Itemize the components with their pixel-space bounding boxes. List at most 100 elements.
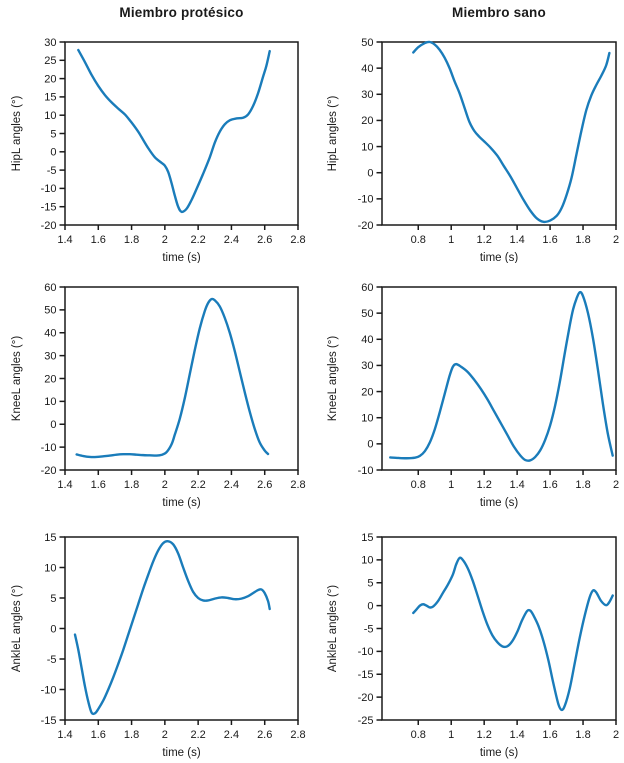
chart-anklel-protesico: 1.4 1.6 1.8 2 2.2 2.4 2.6 2.8 -15 -10 -5 0 5 10 15 time… <box>11 532 306 759</box>
y-tick-label: 30 <box>44 37 56 49</box>
x-tick-label: 2.6 <box>257 479 272 491</box>
y-tick-label: 40 <box>44 328 56 340</box>
x-tick-label: 1.8 <box>575 234 590 246</box>
x-tick-label: 1.6 <box>91 234 106 246</box>
y-tick-label: 50 <box>361 37 373 49</box>
x-axis-label: time (s) <box>162 252 201 263</box>
x-tick-label: 2.8 <box>290 479 305 491</box>
data-line-kneel-sano <box>389 290 614 462</box>
x-tick-label: 2.2 <box>190 729 205 741</box>
y-axis-label: HipL angles (°) <box>11 95 23 171</box>
x-axis-label: time (s) <box>480 747 519 759</box>
x-tick-label: 1.4 <box>509 234 524 246</box>
x-tick-label: 2.6 <box>257 234 272 246</box>
y-axis-label: AnkleL angles (°) <box>327 585 339 672</box>
x-tick-label: 0.8 <box>411 234 426 246</box>
y-tick-label: 20 <box>44 373 56 385</box>
y-tick-label: 50 <box>361 308 373 320</box>
y-tick-label: 20 <box>361 386 373 398</box>
x-tick-label: 1.2 <box>477 729 492 741</box>
y-tick-label: 60 <box>44 282 56 294</box>
x-tick-label: 2.8 <box>290 234 305 246</box>
y-axis-label: KneeL angles (°) <box>327 336 339 422</box>
x-tick-label: 1 <box>448 234 454 246</box>
x-tick-label: 2 <box>613 479 619 491</box>
y-tick-label: 10 <box>44 562 56 574</box>
y-tick-label: -20 <box>358 692 374 704</box>
chart-panel-hipl-sano: 0.8 1 1.2 1.4 1.6 1.8 2 -20 -10 0 10 20 30 40 50 time (… <box>312 0 624 264</box>
y-tick-label: 60 <box>361 282 373 294</box>
x-tick-label: 2 <box>613 729 619 741</box>
y-axis-label: HipL angles (°) <box>327 95 339 171</box>
y-tick-label: 15 <box>361 532 373 544</box>
x-tick-label: 1.4 <box>509 729 524 741</box>
x-tick-label: 1.6 <box>542 234 557 246</box>
y-tick-label: 20 <box>44 73 56 85</box>
x-tick-label: 0.8 <box>411 729 426 741</box>
x-tick-label: 2.4 <box>224 479 239 491</box>
x-tick-label: 2.6 <box>257 729 272 741</box>
y-tick-label: 30 <box>361 360 373 372</box>
y-tick-label: 0 <box>50 419 56 431</box>
y-tick-label: -15 <box>41 202 57 214</box>
x-tick-label: 1 <box>448 729 454 741</box>
y-tick-label: -10 <box>41 684 57 696</box>
y-tick-label: -15 <box>41 715 57 727</box>
y-tick-label: 40 <box>361 334 373 346</box>
plot-box <box>381 286 617 471</box>
x-tick-label: 2 <box>162 729 168 741</box>
y-tick-label: -20 <box>41 465 57 477</box>
column-title-protesico: Miembro protésico <box>119 5 244 20</box>
x-tick-label: 1.6 <box>91 729 106 741</box>
column-title-sano: Miembro sano <box>452 5 546 20</box>
x-tick-label: 1.8 <box>124 234 139 246</box>
y-tick-label: 0 <box>367 600 373 612</box>
data-line-anklel-sano <box>412 556 614 712</box>
x-tick-label: 1.4 <box>57 479 72 491</box>
x-axis-label: time (s) <box>162 497 201 509</box>
y-tick-label: -5 <box>47 165 57 177</box>
x-tick-label: 1.4 <box>57 729 72 741</box>
x-tick-label: 1.8 <box>575 729 590 741</box>
x-tick-label: 2.8 <box>290 729 305 741</box>
y-tick-label: 10 <box>44 110 56 122</box>
y-axis-label: AnkleL angles (°) <box>11 585 23 672</box>
x-tick-label: 1.4 <box>509 479 524 491</box>
data-line-kneel-protesico <box>75 297 270 459</box>
y-tick-label: 20 <box>361 115 373 127</box>
y-tick-label: 10 <box>361 555 373 567</box>
y-tick-label: 50 <box>44 305 56 317</box>
x-axis-label: time (s) <box>162 747 201 759</box>
y-axis-label: KneeL angles (°) <box>11 336 23 422</box>
plot-box <box>381 41 617 226</box>
y-tick-label: -10 <box>41 442 57 454</box>
x-tick-label: 2.2 <box>190 479 205 491</box>
y-tick-label: 40 <box>361 63 373 75</box>
y-tick-label: 15 <box>44 532 56 544</box>
x-tick-label: 1.4 <box>57 234 72 246</box>
y-tick-label: 10 <box>361 141 373 153</box>
y-tick-label: -25 <box>358 715 374 727</box>
chart-panel-hipl-protesico: 1.4 1.6 1.8 2 2.2 2.4 2.6 2.8 -20 -15 -10 -5 0 5 10 15 2… <box>0 0 312 264</box>
chart-hipl-protesico: 1.4 1.6 1.8 2 2.2 2.4 2.6 2.8 -20 -15 -10 -5 0 5 10 15 2… <box>11 37 306 264</box>
chart-panel-anklel-protesico: 1.4 1.6 1.8 2 2.2 2.4 2.6 2.8 -15 -10 -5 0 5 10 15 time… <box>0 513 312 763</box>
y-tick-label: -20 <box>41 220 57 232</box>
data-line-anklel-protesico <box>73 540 271 716</box>
plot-box <box>64 286 299 471</box>
x-tick-label: 1.6 <box>542 479 557 491</box>
data-line-hipl-sano <box>412 40 611 224</box>
y-tick-label: 30 <box>44 350 56 362</box>
y-tick-label: 0 <box>367 439 373 451</box>
x-axis-label: time (s) <box>480 252 519 263</box>
chart-panel-anklel-sano: 0.8 1 1.2 1.4 1.6 1.8 2 -25 -20 -15 -10 -5 0 5 10 15 tim… <box>312 513 624 763</box>
x-tick-label: 1.6 <box>91 479 106 491</box>
x-tick-label: 1.2 <box>477 479 492 491</box>
x-tick-label: 1.6 <box>542 729 557 741</box>
y-tick-label: -10 <box>358 194 374 206</box>
x-tick-label: 2.4 <box>224 234 239 246</box>
y-tick-label: 25 <box>44 55 56 67</box>
y-tick-label: 5 <box>367 578 373 590</box>
chart-kneel-protesico: 1.4 1.6 1.8 2 2.2 2.4 2.6 2.8 -20 -10 0 10 20 30 40 50 6… <box>11 282 306 509</box>
y-tick-label: 5 <box>50 593 56 605</box>
